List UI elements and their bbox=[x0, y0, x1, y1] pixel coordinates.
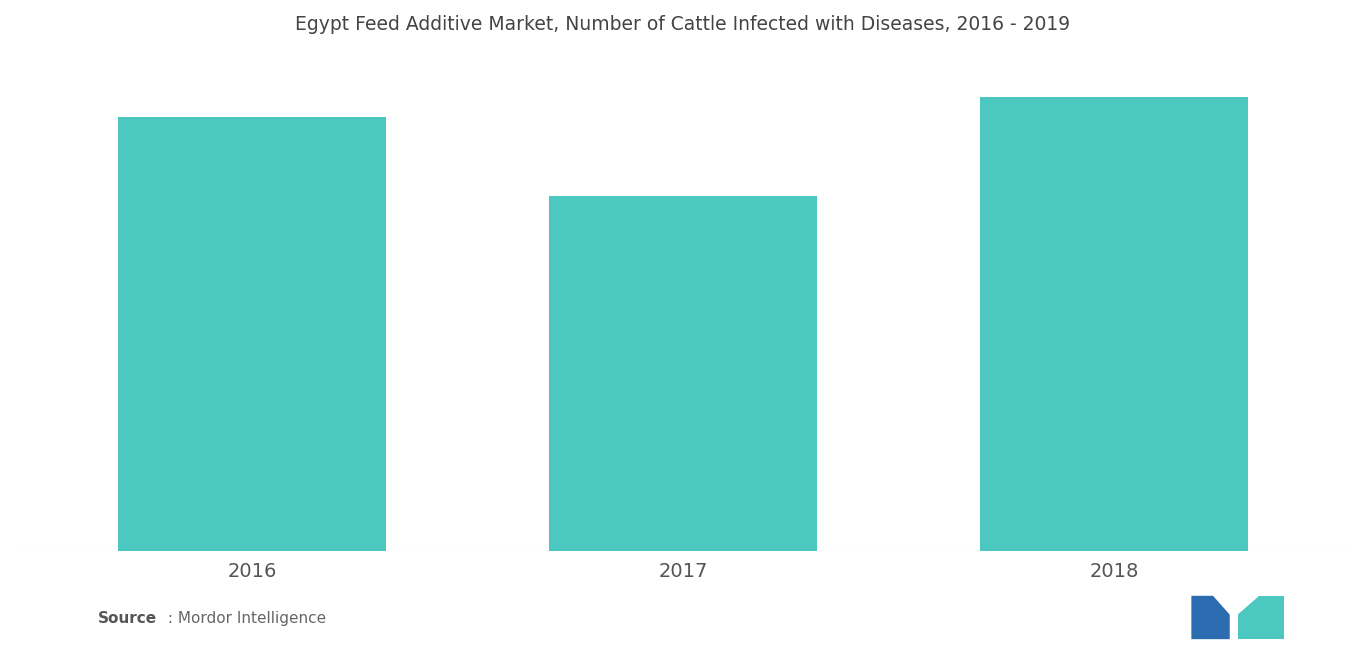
Text: : Mordor Intelligence: : Mordor Intelligence bbox=[163, 610, 325, 626]
Bar bbox=[119, 117, 385, 551]
Text: Source: Source bbox=[98, 610, 157, 626]
Polygon shape bbox=[1238, 596, 1284, 639]
Bar bbox=[981, 97, 1247, 551]
Polygon shape bbox=[1191, 596, 1229, 639]
Bar bbox=[549, 196, 817, 551]
Title: Egypt Feed Additive Market, Number of Cattle Infected with Diseases, 2016 - 2019: Egypt Feed Additive Market, Number of Ca… bbox=[295, 15, 1071, 34]
Polygon shape bbox=[1238, 596, 1259, 614]
